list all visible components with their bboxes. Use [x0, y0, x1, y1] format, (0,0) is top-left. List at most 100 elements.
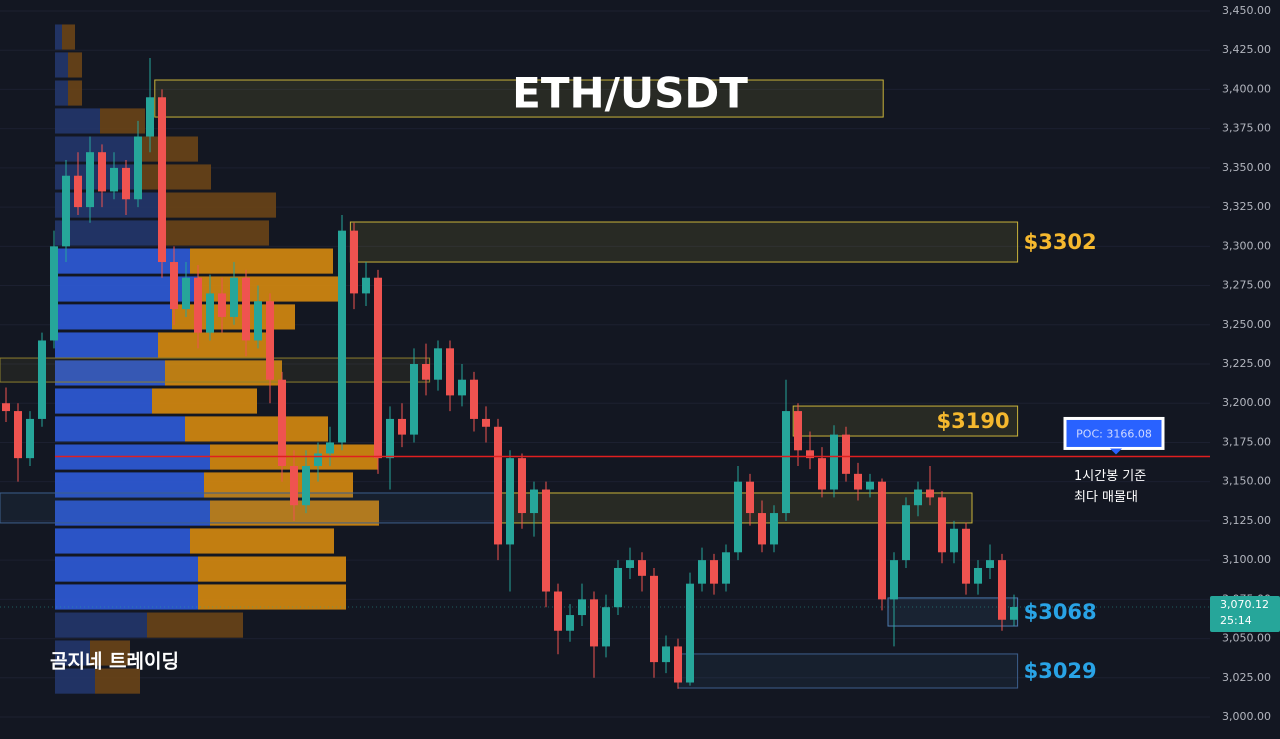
- candle-body: [950, 528, 958, 553]
- profile-buy: [55, 360, 165, 386]
- candle-body: [674, 646, 682, 683]
- profile-buy: [55, 24, 62, 50]
- y-tick-label: 3,375.00: [1222, 122, 1271, 135]
- candle-body: [14, 411, 22, 459]
- candle-body: [806, 450, 814, 459]
- candle-body: [914, 489, 922, 506]
- candle-body: [254, 301, 262, 341]
- profile-sell: [68, 52, 82, 78]
- candle-body: [602, 607, 610, 647]
- candle-body: [698, 560, 706, 584]
- profile-buy: [55, 416, 185, 442]
- candle-body: [50, 246, 58, 341]
- poc-note: 최다 매물대: [1074, 490, 1138, 505]
- profile-buy: [55, 640, 90, 666]
- candle-body: [398, 418, 406, 435]
- profile-buy: [55, 108, 100, 134]
- candle-body: [830, 434, 838, 490]
- candle-body: [518, 458, 526, 514]
- profile-sell: [165, 220, 269, 246]
- profile-sell: [135, 164, 211, 190]
- zone-label: $3302: [1024, 230, 1097, 254]
- candle-body: [410, 364, 418, 435]
- zone: [677, 653, 1019, 689]
- last-price-label: 3,070.12: [1220, 598, 1269, 611]
- y-tick-label: 3,425.00: [1222, 43, 1271, 56]
- poc-label: POC: 3166.08: [1076, 427, 1152, 440]
- candle-body: [650, 575, 658, 663]
- candle-body: [770, 513, 778, 545]
- candle-body: [542, 489, 550, 592]
- candle-body: [938, 497, 946, 553]
- y-tick-label: 3,025.00: [1222, 671, 1271, 684]
- zone: [0, 492, 501, 524]
- candle-body: [530, 489, 538, 514]
- candle-body: [626, 560, 634, 568]
- candle-body: [242, 277, 250, 341]
- profile-sell: [147, 612, 243, 638]
- candle-body: [182, 277, 190, 310]
- y-tick-label: 3,325.00: [1222, 200, 1271, 213]
- candle-body: [362, 277, 370, 294]
- candle-body: [962, 528, 970, 584]
- candle-body: [62, 175, 70, 247]
- y-tick-label: 3,350.00: [1222, 161, 1271, 174]
- poc-note: 1시간봉 기준: [1074, 469, 1146, 484]
- candle-body: [170, 262, 178, 310]
- candle-body: [350, 230, 358, 294]
- candle-body: [878, 481, 886, 600]
- profile-sell: [62, 24, 75, 50]
- profile-buy: [55, 668, 95, 694]
- candle-body: [374, 277, 382, 459]
- y-tick-label: 3,225.00: [1222, 357, 1271, 370]
- candle-body: [302, 465, 310, 506]
- candle-body: [1010, 607, 1018, 620]
- candle-body: [194, 277, 202, 333]
- countdown: 25:14: [1220, 614, 1252, 627]
- candle-body: [986, 560, 994, 568]
- candle-body: [566, 615, 574, 631]
- profile-buy: [55, 556, 198, 582]
- profile-buy: [55, 388, 152, 414]
- candle-body: [158, 97, 166, 263]
- candle-body: [818, 458, 826, 490]
- zone: [349, 221, 1019, 263]
- candle-body: [926, 489, 934, 498]
- profile-sell: [165, 192, 276, 218]
- candle-body: [746, 481, 754, 514]
- profile-buy: [55, 220, 165, 246]
- candle-body: [38, 340, 46, 419]
- candle-body: [110, 167, 118, 192]
- candle-body: [842, 434, 850, 474]
- candle-body: [470, 379, 478, 419]
- profile-sell: [190, 248, 333, 274]
- zone: [792, 405, 1019, 437]
- y-tick-label: 3,300.00: [1222, 239, 1271, 252]
- y-tick-label: 3,000.00: [1222, 710, 1271, 723]
- zone: [154, 79, 884, 118]
- zone: [887, 597, 1019, 627]
- y-tick-label: 3,050.00: [1222, 632, 1271, 645]
- profile-sell: [68, 80, 82, 106]
- profile-buy: [55, 80, 68, 106]
- candle-body: [614, 567, 622, 608]
- last-price-tag: [1210, 596, 1280, 633]
- candle-body: [266, 301, 274, 380]
- zone-label: $3190: [937, 409, 1010, 433]
- candle-body: [218, 293, 226, 317]
- profile-buy: [55, 332, 158, 358]
- candle-body: [554, 591, 562, 631]
- profile-sell: [165, 360, 282, 386]
- candle-body: [422, 364, 430, 380]
- candle-body: [230, 277, 238, 317]
- candle-body: [338, 230, 346, 443]
- profile-sell: [198, 556, 346, 582]
- candle-body: [590, 599, 598, 647]
- y-tick-label: 3,125.00: [1222, 514, 1271, 527]
- candle-body: [638, 560, 646, 576]
- profile-buy: [55, 192, 165, 218]
- profile-sell: [140, 136, 198, 162]
- candle-body: [278, 379, 286, 466]
- candle-body: [782, 411, 790, 514]
